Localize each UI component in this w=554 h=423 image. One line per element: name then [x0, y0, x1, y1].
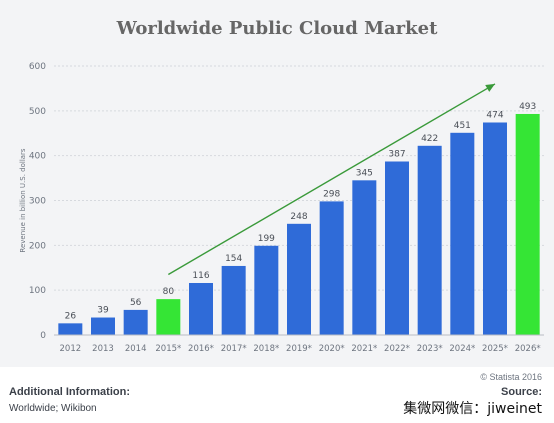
x-tick-label: 2013 — [92, 344, 114, 354]
chart-title: Worldwide Public Cloud Market — [116, 18, 438, 39]
data-label: 80 — [163, 287, 175, 297]
x-tick-label: 2017* — [221, 344, 247, 354]
bar-chart: 0 100 200 300 400 500 600 Revenue in billion U.… — [19, 62, 544, 354]
x-tick-label: 2022* — [384, 344, 410, 354]
bar-2022* — [385, 161, 409, 335]
data-label: 39 — [97, 306, 109, 316]
bar-2025* — [483, 122, 507, 336]
bar-2013 — [91, 317, 115, 335]
data-label: 451 — [454, 121, 471, 131]
bar-2015* — [156, 299, 181, 335]
bar-2020* — [319, 201, 344, 335]
bar-2014 — [123, 309, 148, 335]
x-tick-label: 2021* — [351, 344, 377, 354]
y-tick-label: 100 — [29, 286, 46, 296]
x-tick-label: 2025* — [482, 344, 508, 354]
y-tick-label: 500 — [29, 107, 46, 117]
data-label: 26 — [65, 311, 77, 321]
x-tick-label: 2015* — [155, 344, 181, 354]
data-label: 199 — [258, 234, 275, 244]
additional-info-label[interactable]: Additional Information: — [9, 386, 130, 398]
statista-credit: © Statista 2016 — [480, 372, 542, 382]
bar-2021* — [352, 180, 377, 335]
bar-2023* — [417, 145, 442, 335]
trend-arrow-head — [485, 83, 495, 92]
bar-2019* — [287, 223, 311, 335]
bar-2012 — [58, 323, 83, 335]
additional-info-value: Worldwide; Wikibon — [9, 403, 97, 414]
data-label: 387 — [388, 149, 405, 159]
x-tick-label: 2018* — [253, 344, 279, 354]
y-axis-label: Revenue in billion U.S. dollars — [19, 148, 27, 253]
bar-2024* — [450, 132, 475, 335]
watermark-text: 集微网微信：jiweinet — [401, 398, 544, 418]
data-label: 56 — [130, 298, 142, 308]
data-label: 248 — [290, 212, 307, 222]
data-label: 345 — [356, 168, 373, 178]
x-tick-label: 2023* — [417, 344, 443, 354]
bar-2026* — [515, 113, 540, 335]
data-label: 422 — [421, 134, 438, 144]
x-tick-label: 2012 — [60, 344, 82, 354]
y-tick-label: 300 — [29, 197, 46, 207]
data-label: 474 — [486, 110, 503, 120]
data-label: 116 — [192, 271, 209, 281]
bar-2017* — [221, 265, 246, 335]
x-tick-label: 2014 — [125, 344, 147, 354]
y-tick-label: 400 — [29, 152, 46, 162]
x-tick-label: 2019* — [286, 344, 312, 354]
y-tick-label: 600 — [29, 62, 46, 72]
y-tick-label: 0 — [40, 331, 46, 341]
x-tick-label: 2024* — [449, 344, 475, 354]
y-tick-label: 200 — [29, 241, 46, 251]
x-tick-label: 2020* — [319, 344, 345, 354]
data-label: 154 — [225, 254, 242, 264]
x-tick-label: 2016* — [188, 344, 214, 354]
x-tick-label: 2026* — [515, 344, 541, 354]
data-label: 298 — [323, 189, 340, 199]
bar-2018* — [254, 245, 279, 335]
source-label[interactable]: Source: — [501, 386, 542, 398]
data-label: 493 — [519, 102, 536, 112]
bar-2016* — [189, 282, 213, 335]
trend-arrow-line — [167, 83, 496, 276]
